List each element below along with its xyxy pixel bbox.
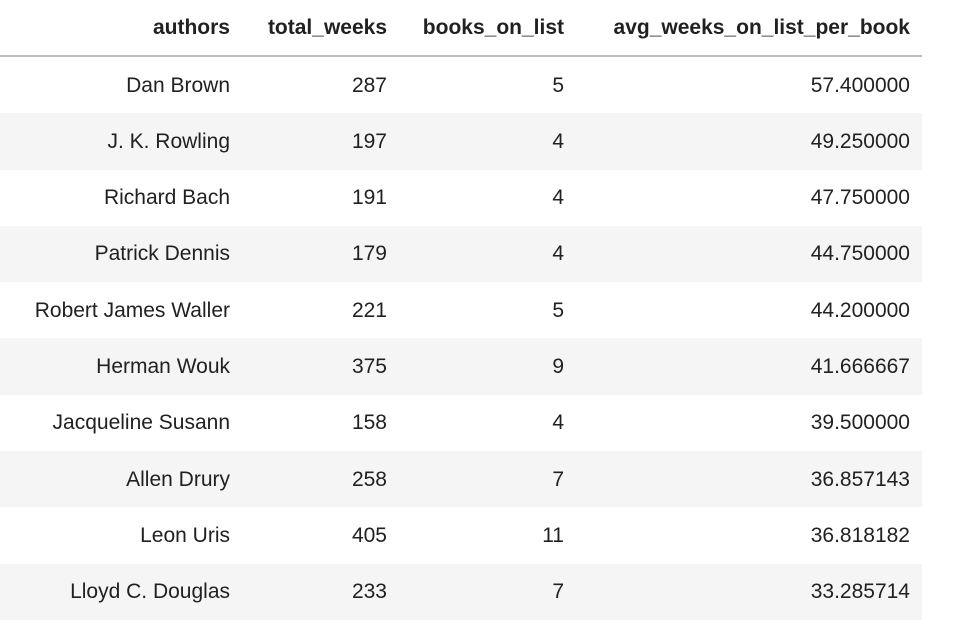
table-row: Dan Brown 287 5 57.400000	[0, 56, 922, 114]
header-row: authors total_weeks books_on_list avg_we…	[0, 0, 922, 57]
column-header-total-weeks: total_weeks	[242, 0, 399, 57]
table-row: Jacqueline Susann 158 4 39.500000	[0, 394, 922, 452]
cell-authors: J. K. Rowling	[107, 129, 230, 153]
cell-books-on-list: 4	[552, 186, 564, 210]
cell-books-on-list: 4	[552, 242, 564, 266]
cell-avg-weeks: 47.750000	[810, 186, 910, 210]
table-row: Leon Uris 405 11 36.818182	[0, 507, 922, 564]
cell-total-weeks: 233	[351, 580, 387, 604]
table-row: Herman Wouk 375 9 41.666667	[0, 338, 922, 395]
table-row: Allen Drury 258 7 36.857143	[0, 451, 922, 508]
cell-total-weeks: 158	[351, 411, 387, 435]
cell-avg-weeks: 49.250000	[810, 129, 910, 153]
cell-total-weeks: 197	[351, 129, 387, 153]
cell-total-weeks: 258	[351, 467, 387, 491]
table-header: authors total_weeks books_on_list avg_we…	[0, 0, 922, 57]
table-row: Lloyd C. Douglas 233 7 33.285714	[0, 563, 922, 620]
cell-avg-weeks: 36.818182	[810, 523, 910, 547]
table-row: J. K. Rowling 197 4 49.250000	[0, 113, 922, 170]
cell-authors: Lloyd C. Douglas	[70, 580, 230, 604]
cell-books-on-list: 5	[552, 73, 564, 97]
cell-books-on-list: 4	[552, 411, 564, 435]
cell-authors: Allen Drury	[126, 467, 230, 491]
cell-avg-weeks: 39.500000	[810, 411, 910, 435]
cell-avg-weeks: 33.285714	[810, 580, 910, 604]
cell-total-weeks: 221	[351, 298, 387, 322]
cell-authors: Dan Brown	[126, 73, 230, 97]
cell-books-on-list: 9	[552, 355, 564, 379]
cell-books-on-list: 7	[552, 580, 564, 604]
cell-authors: Leon Uris	[140, 523, 230, 547]
cell-avg-weeks: 57.400000	[810, 73, 910, 97]
table-body: Dan Brown 287 5 57.400000 J. K. Rowling …	[0, 56, 922, 620]
table-row: Robert James Waller 221 5 44.200000	[0, 282, 922, 339]
table-row: Richard Bach 191 4 47.750000	[0, 169, 922, 226]
column-header-books-on-list: books_on_list	[399, 0, 576, 57]
cell-books-on-list: 7	[552, 467, 564, 491]
cell-authors: Herman Wouk	[96, 355, 230, 379]
cell-avg-weeks: 41.666667	[810, 355, 910, 379]
cell-total-weeks: 375	[351, 355, 387, 379]
cell-avg-weeks: 36.857143	[810, 467, 910, 491]
cell-total-weeks: 287	[351, 73, 387, 97]
cell-books-on-list: 11	[542, 523, 564, 547]
cell-avg-weeks: 44.200000	[810, 298, 910, 322]
column-header-avg-weeks: avg_weeks_on_list_per_book	[576, 0, 922, 57]
column-header-authors: authors	[0, 0, 242, 57]
cell-authors: Patrick Dennis	[94, 242, 230, 266]
cell-books-on-list: 5	[552, 298, 564, 322]
cell-total-weeks: 179	[351, 242, 387, 266]
dataframe-table: authors total_weeks books_on_list avg_we…	[0, 0, 922, 620]
cell-total-weeks: 405	[351, 523, 387, 547]
cell-books-on-list: 4	[552, 129, 564, 153]
cell-authors: Richard Bach	[103, 186, 230, 210]
cell-total-weeks: 191	[351, 186, 387, 210]
cell-authors: Jacqueline Susann	[52, 411, 230, 435]
cell-authors: Robert James Waller	[34, 298, 230, 322]
cell-avg-weeks: 44.750000	[810, 242, 910, 266]
table-row: Patrick Dennis 179 4 44.750000	[0, 225, 922, 283]
